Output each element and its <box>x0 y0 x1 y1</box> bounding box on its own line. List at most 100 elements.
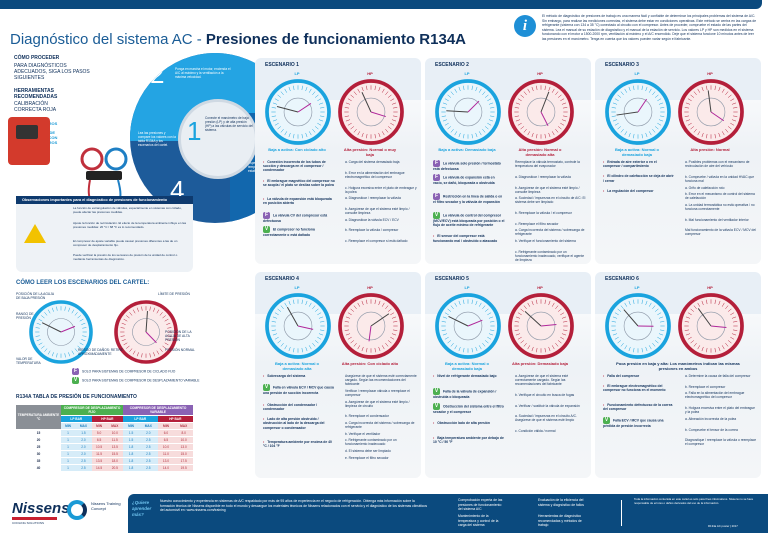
cause-item: V Obstrucción del sistema entre el filtro… <box>433 402 505 414</box>
cause-text: La válvula de expansión está en vacío, s… <box>433 175 495 186</box>
fixed-badge-icon: F <box>433 193 440 200</box>
hp-reading: Alta presión: Normal <box>690 147 730 152</box>
table-cell: 25 <box>16 443 61 451</box>
scenario-title: ESCENARIO 5 <box>435 276 469 282</box>
bullet-icon: • <box>603 374 605 378</box>
table-cell: 14.5 <box>91 464 107 472</box>
action-item: a. Suciedad / impurezas en el circuito A… <box>515 414 577 423</box>
group-fixed: COMPRESOR DE DESPLAZAMIENTO FIJO <box>60 405 124 416</box>
pressure-table: TEMPERATURA AMBIENTE °C COMPRESOR DE DESP… <box>16 405 193 472</box>
table-cell: 10.0 <box>174 436 193 444</box>
action-item: a. Alineación incorrecta de la polea <box>685 416 737 421</box>
table-cell: 18.0 <box>106 457 124 465</box>
action-item: c. Reemplace el filtro secador <box>515 221 559 226</box>
table-cell: 13.5 <box>91 457 107 465</box>
action-item: Mal funcionamiento de la válvula ECV / M… <box>685 228 756 237</box>
scenario-title: ESCENARIO 2 <box>435 62 469 68</box>
fixed-badge-icon: F <box>433 174 440 182</box>
table-row: 15 1 1.5 5.0 10.0 1.5 2.0 6.0 8.0 <box>16 429 193 437</box>
action-item: a. Diagnosticar la válvula ECV / ECV <box>345 217 399 222</box>
hp-reading: Alta presión: Normal o muy baja <box>343 147 397 157</box>
minmax-header: MAX <box>139 422 158 430</box>
action-item: b. Verifique el funcionamiento del siste… <box>515 239 576 243</box>
hp-gauge <box>508 79 574 145</box>
table-cell: 20 <box>16 436 61 444</box>
gauge-needle <box>623 309 639 327</box>
scenario-gauges <box>265 79 404 145</box>
table-row: 40 1 2.5 14.5 20.5 1.8 2.5 14.0 19.5 <box>16 464 193 472</box>
gauge-needle <box>616 111 639 116</box>
lp-reading: Baja a activa: Normal o demasiado baja <box>614 147 660 157</box>
action-item: Verificar / reemplazar válvula o reempla… <box>345 388 410 397</box>
table-cell: 19.5 <box>174 464 193 472</box>
hp-label: HP <box>537 285 543 290</box>
cause-text: Falla en válvula ECV / MCV que causa una… <box>263 385 334 396</box>
cause-text: La regulación del compresor <box>607 188 654 193</box>
action-item: b. Reemplace el compresor <box>685 384 726 389</box>
observations-panel: Observaciones importantes para el diagnó… <box>16 196 193 272</box>
bullet-icon: • <box>263 417 265 422</box>
table-cell: 6.5 <box>91 436 107 444</box>
warning-icon <box>24 224 46 243</box>
page-title: Diagnóstico del sistema AC - Presiones d… <box>10 31 466 48</box>
footer-point: Comprobación experta de las presiones de… <box>458 498 503 511</box>
cause-item: • Obstrucción lado de alta presión <box>433 421 505 425</box>
bullet-icon: • <box>433 421 435 426</box>
action-item: b. Reemplace el condensador <box>345 414 389 419</box>
gauge-needle <box>370 313 390 327</box>
cause-text: Falla ECV / MCV que causa una pérdida de… <box>603 418 664 429</box>
bullet-icon: • <box>263 178 265 183</box>
hp-reading: Alta presión: Con ciclado alto <box>341 361 399 366</box>
gauge-needle <box>286 306 299 327</box>
action-item: a. La unidad termostática no está operat… <box>685 202 755 211</box>
footer-text: Nuestro conocimiento y experiencia en si… <box>160 499 428 512</box>
table-cell: 1.8 <box>123 457 140 465</box>
lp-label: LP <box>294 71 300 76</box>
cause-item: V Falla ECV / MCV que causa una pérdida d… <box>603 417 675 428</box>
cause-item: V Falla de la válvula de expansión / obst… <box>433 388 505 399</box>
action-item: e. Reemplace el filtro secador <box>345 455 389 460</box>
cause-item: • El sensor del compresor está funcionand… <box>433 234 505 242</box>
cause-item: • La válvula de expansión está bloqueada … <box>263 197 335 205</box>
top-bar <box>0 0 762 9</box>
table-title: R134A TABLA DE PRESIÓN DE FUNCIONAMIENTO <box>16 394 137 400</box>
cause-item: • La regulación del compresor <box>603 189 675 193</box>
hp-gauge <box>338 293 404 359</box>
training-concept-logo-icon <box>67 500 87 520</box>
table-row: 20 1 2.0 6.5 11.5 1.5 2.5 6.5 10.0 <box>16 436 193 444</box>
cause-item: • Falla del compresor <box>603 374 675 378</box>
sub-header: LP BAR <box>123 415 158 423</box>
bullet-icon: • <box>603 188 605 193</box>
bullet-icon: • <box>263 374 265 378</box>
lp-label: LP <box>464 71 470 76</box>
cause-text: Conexión incorrecta de los tubos de succ… <box>263 160 326 173</box>
info-icon: i <box>514 15 536 37</box>
footer-question: ¿Quiere aprender más? <box>132 500 152 517</box>
cause-text: La válvula solo presión / termostato est… <box>433 161 501 171</box>
scenario-1: ESCENARIO 1 LP HP Baja a activa: Con cic… <box>255 58 421 264</box>
callout: PRESIÓN NORMAL <box>165 348 195 352</box>
variable-badge-icon: V <box>433 211 440 219</box>
scenario-6: ESCENARIO 6 LP HP Poca presión en baja y… <box>595 272 761 478</box>
scenario-title: ESCENARIO 3 <box>605 62 639 68</box>
scenario-gauges <box>265 293 404 359</box>
cause-text: Falla del compresor <box>607 374 640 378</box>
footer-code: R134a AC poster | 2017 <box>708 524 738 528</box>
how-title: CÓMO PROCEDER <box>14 55 60 61</box>
table-cell: 1 <box>60 464 76 472</box>
action-item: a. Posibles problemas con el mecanismo d… <box>685 160 750 169</box>
action-item: a. Determine la causa de falla del compr… <box>685 374 751 378</box>
table-cell: 2.5 <box>75 464 92 472</box>
callout: POSICIÓN DE LA AGUJA DE BAJA PRESIÓN <box>16 292 54 300</box>
minmax-header: MAX <box>174 422 193 430</box>
lp-label: LP <box>634 285 640 290</box>
observation-item: Puede verificar la presión de los sensor… <box>73 253 178 261</box>
scenario-gauges <box>605 293 744 359</box>
hp-label: HP <box>367 285 373 290</box>
step-4-text: Lea las presiones y compare los valores … <box>138 131 176 147</box>
observation-item: El compresor de ajuste variable puede ca… <box>73 239 178 247</box>
action-item: d. El sistema debe ser limpiado <box>345 448 391 453</box>
table-cell: 1.5 <box>123 429 140 437</box>
hp-reading: Alta presión: Normal o demasiado alta <box>518 147 562 157</box>
cause-text: El sensor del compresor está funcionando… <box>433 234 498 243</box>
